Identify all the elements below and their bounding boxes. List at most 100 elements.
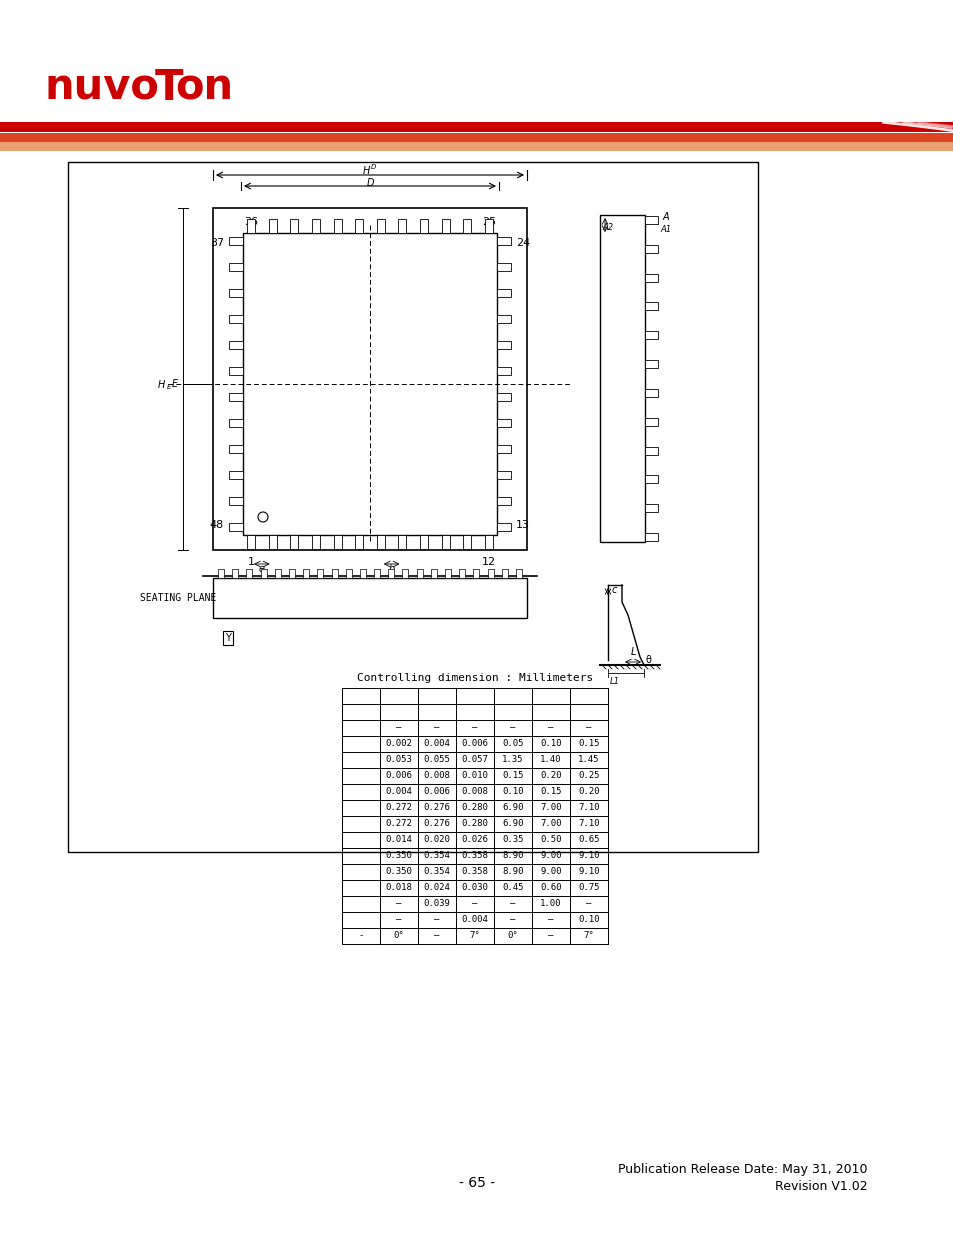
Text: 0.10: 0.10 bbox=[578, 915, 599, 925]
Text: 9.10: 9.10 bbox=[578, 851, 599, 861]
Bar bbox=[345, 569, 352, 578]
Text: 0.350: 0.350 bbox=[385, 867, 412, 877]
Bar bbox=[644, 417, 658, 426]
Text: b: b bbox=[388, 564, 395, 574]
Text: H: H bbox=[157, 380, 165, 390]
Text: 0.280: 0.280 bbox=[461, 820, 488, 829]
Text: 8.90: 8.90 bbox=[501, 851, 523, 861]
Bar bbox=[0, 122, 953, 132]
Bar bbox=[247, 219, 254, 233]
Text: —: — bbox=[510, 915, 516, 925]
Text: 0.358: 0.358 bbox=[461, 867, 488, 877]
Bar bbox=[0, 142, 953, 151]
Bar bbox=[376, 535, 384, 550]
Text: 0.272: 0.272 bbox=[385, 804, 412, 813]
Text: 0.004: 0.004 bbox=[461, 915, 488, 925]
Text: 0.039: 0.039 bbox=[423, 899, 450, 909]
Text: 0.024: 0.024 bbox=[423, 883, 450, 893]
Text: nuvo: nuvo bbox=[45, 67, 160, 109]
Text: 0.20: 0.20 bbox=[578, 788, 599, 797]
Text: —: — bbox=[548, 931, 553, 941]
Bar bbox=[229, 367, 243, 375]
Text: E: E bbox=[172, 379, 178, 389]
Text: 9.00: 9.00 bbox=[539, 867, 561, 877]
Text: 0.35: 0.35 bbox=[501, 836, 523, 845]
Text: A: A bbox=[662, 212, 669, 222]
Bar bbox=[497, 522, 511, 531]
Bar bbox=[644, 447, 658, 454]
Text: Controlling dimension : Millimeters: Controlling dimension : Millimeters bbox=[356, 673, 593, 683]
Text: 0.45: 0.45 bbox=[501, 883, 523, 893]
Text: 0.50: 0.50 bbox=[539, 836, 561, 845]
Bar bbox=[484, 219, 493, 233]
Bar bbox=[644, 331, 658, 340]
Text: 1.35: 1.35 bbox=[501, 756, 523, 764]
Text: 0.057: 0.057 bbox=[461, 756, 488, 764]
Text: e: e bbox=[258, 564, 265, 574]
Bar bbox=[497, 367, 511, 375]
Text: 1: 1 bbox=[247, 557, 254, 567]
Text: 0.030: 0.030 bbox=[461, 883, 488, 893]
Text: 7°: 7° bbox=[583, 931, 594, 941]
Text: —: — bbox=[548, 724, 553, 732]
Bar bbox=[229, 393, 243, 401]
Text: 9.00: 9.00 bbox=[539, 851, 561, 861]
Bar bbox=[317, 569, 323, 578]
Text: 6.90: 6.90 bbox=[501, 820, 523, 829]
Text: Publication Release Date: May 31, 2010: Publication Release Date: May 31, 2010 bbox=[618, 1163, 867, 1177]
Text: 0.25: 0.25 bbox=[578, 772, 599, 781]
Bar bbox=[229, 522, 243, 531]
Bar bbox=[599, 215, 644, 542]
Text: A2: A2 bbox=[601, 222, 613, 231]
Text: —: — bbox=[586, 724, 591, 732]
Bar bbox=[497, 393, 511, 401]
Text: 0.004: 0.004 bbox=[423, 740, 450, 748]
Text: 7.00: 7.00 bbox=[539, 820, 561, 829]
Text: 0.010: 0.010 bbox=[461, 772, 488, 781]
Text: 0.358: 0.358 bbox=[461, 851, 488, 861]
Bar bbox=[269, 535, 276, 550]
Text: 7.00: 7.00 bbox=[539, 804, 561, 813]
Bar bbox=[497, 341, 511, 350]
Text: 0.020: 0.020 bbox=[423, 836, 450, 845]
Bar bbox=[402, 569, 408, 578]
Text: —: — bbox=[434, 915, 439, 925]
Text: 0.15: 0.15 bbox=[539, 788, 561, 797]
Bar bbox=[334, 535, 341, 550]
Text: 0.272: 0.272 bbox=[385, 820, 412, 829]
Text: 0.350: 0.350 bbox=[385, 851, 412, 861]
Bar bbox=[332, 569, 337, 578]
Text: 0.006: 0.006 bbox=[385, 772, 412, 781]
Text: 0.006: 0.006 bbox=[461, 740, 488, 748]
Bar bbox=[441, 535, 449, 550]
Text: 7.10: 7.10 bbox=[578, 804, 599, 813]
Text: c: c bbox=[612, 585, 617, 595]
Bar bbox=[445, 569, 451, 578]
Text: 1.40: 1.40 bbox=[539, 756, 561, 764]
Bar bbox=[419, 219, 428, 233]
Bar bbox=[497, 419, 511, 427]
Bar bbox=[458, 569, 465, 578]
Text: 8.90: 8.90 bbox=[501, 867, 523, 877]
Text: 0.354: 0.354 bbox=[423, 851, 450, 861]
Bar bbox=[246, 569, 253, 578]
Bar bbox=[229, 419, 243, 427]
Bar bbox=[487, 569, 493, 578]
Bar bbox=[501, 569, 507, 578]
Text: —: — bbox=[395, 724, 401, 732]
Text: 0.006: 0.006 bbox=[423, 788, 450, 797]
Bar bbox=[497, 237, 511, 245]
Text: A1: A1 bbox=[659, 225, 670, 233]
Bar bbox=[334, 219, 341, 233]
Text: 0.276: 0.276 bbox=[423, 804, 450, 813]
Bar bbox=[644, 475, 658, 483]
Text: H: H bbox=[362, 165, 370, 177]
Circle shape bbox=[257, 513, 268, 522]
Bar bbox=[644, 534, 658, 541]
Bar bbox=[229, 341, 243, 350]
Text: - 65 -: - 65 - bbox=[458, 1176, 495, 1191]
Bar bbox=[312, 219, 319, 233]
Bar bbox=[290, 219, 298, 233]
Bar bbox=[229, 496, 243, 505]
Text: 0.002: 0.002 bbox=[385, 740, 412, 748]
